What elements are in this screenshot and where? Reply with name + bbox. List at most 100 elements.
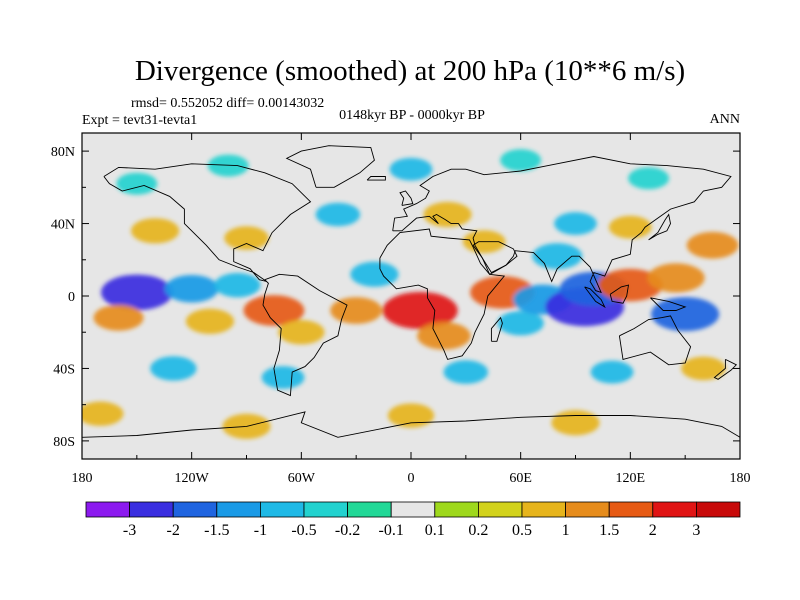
coastline-south-america bbox=[262, 273, 348, 397]
colorbar-label-0: -3 bbox=[123, 522, 136, 539]
coastline-iceland bbox=[366, 176, 386, 181]
chart-title: Divergence (smoothed) at 200 hPa (10**6 … bbox=[135, 55, 685, 87]
field-region-7 bbox=[330, 297, 383, 324]
colorbar-swatch-3 bbox=[216, 501, 261, 518]
field-region-36 bbox=[590, 360, 634, 384]
colorbar-swatch-12 bbox=[608, 501, 654, 518]
field-region-8 bbox=[350, 261, 399, 287]
field-region-17 bbox=[647, 263, 705, 293]
colorbar-swatch-0 bbox=[85, 501, 130, 518]
field-region-37 bbox=[681, 356, 726, 381]
colorbar-label-9: 0.5 bbox=[512, 522, 532, 539]
field-region-30 bbox=[389, 157, 433, 181]
period-line: 0148kyr BP - 0000kyr BP bbox=[339, 108, 485, 123]
coastline-madagascar bbox=[490, 316, 503, 342]
coastline-north-america bbox=[103, 163, 312, 282]
map-plot-area bbox=[82, 133, 740, 459]
field-region-1 bbox=[164, 274, 219, 303]
divergence-field bbox=[82, 149, 739, 439]
y-tick-label-2: 0 bbox=[68, 290, 75, 305]
colorbar-label-4: -0.5 bbox=[291, 522, 316, 539]
field-region-10 bbox=[417, 322, 471, 350]
colorbar-label-1: -2 bbox=[167, 522, 180, 539]
field-region-41 bbox=[551, 410, 600, 436]
colorbar-swatch-2 bbox=[172, 501, 218, 518]
field-region-33 bbox=[150, 356, 197, 381]
colorbar-label-11: 1.5 bbox=[599, 522, 619, 539]
x-tick-label-3: 0 bbox=[408, 471, 415, 486]
coastline-new-zealand bbox=[713, 358, 738, 380]
field-region-28 bbox=[116, 172, 158, 195]
experiment-line: Expt = tevt31-tevta1 bbox=[82, 113, 197, 128]
x-tick-label-0: 180 bbox=[72, 471, 93, 486]
colorbar-swatch-10 bbox=[521, 501, 566, 518]
coastline-antarctica bbox=[82, 411, 740, 438]
colorbar-swatch-4 bbox=[259, 501, 305, 518]
colorbar-label-6: -0.1 bbox=[379, 522, 404, 539]
field-region-23 bbox=[423, 201, 472, 228]
x-tick-label-6: 180 bbox=[730, 471, 751, 486]
colorbar-swatch-1 bbox=[129, 501, 174, 518]
field-region-20 bbox=[131, 218, 180, 244]
colorbar-swatch-7 bbox=[390, 501, 436, 518]
colorbar-swatch-5 bbox=[303, 501, 348, 518]
colorbar-label-13: 3 bbox=[692, 522, 700, 539]
field-region-26 bbox=[554, 212, 597, 235]
y-tick-label-3: 40S bbox=[53, 362, 75, 377]
colorbar-swatch-6 bbox=[347, 501, 392, 518]
colorbar-swatch-8 bbox=[434, 501, 479, 518]
colorbar-label-2: -1.5 bbox=[204, 522, 229, 539]
x-tick-label-4: 60E bbox=[509, 471, 532, 486]
colorbar-swatch-9 bbox=[477, 501, 523, 518]
field-region-21 bbox=[224, 226, 269, 250]
field-region-32 bbox=[628, 167, 670, 190]
field-region-25 bbox=[532, 243, 583, 270]
field-region-35 bbox=[443, 360, 489, 384]
x-tick-label-2: 60W bbox=[288, 471, 316, 486]
field-region-0 bbox=[101, 274, 173, 311]
y-axis: 80N 40N 0 40S 80S bbox=[51, 145, 740, 450]
coastline-sumatra bbox=[584, 286, 606, 309]
field-region-4 bbox=[185, 308, 235, 334]
coastline-borneo bbox=[609, 284, 630, 304]
field-region-19 bbox=[686, 231, 739, 259]
field-region-5 bbox=[243, 295, 305, 326]
coastline-arabia bbox=[472, 241, 518, 274]
y-tick-label-0: 80N bbox=[51, 145, 75, 160]
field-region-12 bbox=[497, 310, 544, 336]
colorbar-swatch-14 bbox=[696, 501, 741, 518]
field-region-6 bbox=[278, 320, 325, 345]
colorbar-label-12: 2 bbox=[649, 522, 657, 539]
colorbar: -3 -2 -1.5 -1 -0.5 -0.2 -0.1 0.1 0.2 0.5 1 1.5 2 3 bbox=[85, 501, 741, 539]
coastline-africa bbox=[379, 228, 506, 360]
field-region-16 bbox=[598, 268, 663, 302]
field-region-18 bbox=[651, 297, 720, 332]
field-region-9 bbox=[382, 291, 458, 330]
coastline-greenland bbox=[285, 145, 375, 188]
colorbar-label-5: -0.2 bbox=[335, 522, 360, 539]
field-region-2 bbox=[214, 272, 261, 298]
coastline-eurasia bbox=[392, 156, 732, 294]
coastline-australia bbox=[618, 315, 692, 366]
colorbar-label-8: 0.2 bbox=[468, 522, 488, 539]
colorbar-label-7: 0.1 bbox=[425, 522, 445, 539]
colorbar-swatch-11 bbox=[565, 501, 610, 518]
field-region-38 bbox=[82, 401, 124, 426]
y-tick-label-4: 80S bbox=[53, 435, 75, 450]
coastline-uk bbox=[399, 190, 414, 206]
coastlines bbox=[82, 145, 740, 438]
coastline-japan bbox=[648, 213, 671, 241]
stats-line: rmsd= 0.552052 diff= 0.00143032 bbox=[131, 96, 324, 111]
y-tick-label-1: 40N bbox=[51, 218, 75, 233]
season-label: ANN bbox=[710, 112, 740, 127]
coastline-new-guinea bbox=[650, 297, 687, 311]
colorbar-swatch-13 bbox=[652, 501, 697, 518]
field-region-22 bbox=[315, 202, 361, 227]
x-axis: 180 120W 60W 0 60E 120E 180 bbox=[72, 133, 751, 486]
field-region-40 bbox=[387, 403, 435, 428]
x-tick-label-1: 120W bbox=[175, 471, 210, 486]
colorbar-label-3: -1 bbox=[254, 522, 267, 539]
colorbar-label-10: 1 bbox=[562, 522, 570, 539]
field-region-3 bbox=[93, 304, 144, 331]
